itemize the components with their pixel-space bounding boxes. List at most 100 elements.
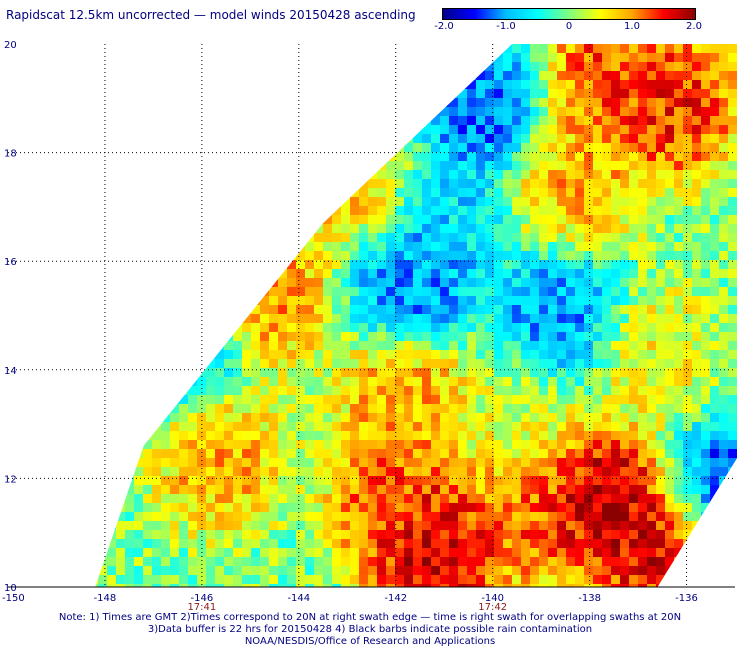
heatmap-cell <box>476 476 485 485</box>
heatmap-cell <box>134 143 143 152</box>
heatmap-cell <box>305 314 314 323</box>
heatmap-cell <box>17 521 26 530</box>
heatmap-cell <box>305 395 314 404</box>
heatmap-cell <box>692 485 701 494</box>
heatmap-cell <box>98 530 107 539</box>
heatmap-cell <box>314 314 323 323</box>
heatmap-cell <box>80 242 89 251</box>
heatmap-cell <box>611 539 620 548</box>
heatmap-cell <box>683 476 692 485</box>
heatmap-cell <box>503 323 512 332</box>
heatmap-cell <box>314 197 323 206</box>
heatmap-cell <box>242 539 251 548</box>
heatmap-cell <box>278 512 287 521</box>
heatmap-cell <box>404 566 413 575</box>
heatmap-cell <box>665 260 674 269</box>
heatmap-cell <box>95 449 98 458</box>
heatmap-cell <box>566 584 575 587</box>
heatmap-cell <box>404 152 413 161</box>
heatmap-cell <box>377 341 386 350</box>
heatmap-cell <box>224 431 233 440</box>
heatmap-cell <box>170 485 179 494</box>
heatmap-cell <box>107 125 116 134</box>
heatmap-cell <box>143 242 152 251</box>
heatmap-cell <box>404 287 413 296</box>
heatmap-cell <box>116 98 125 107</box>
heatmap-cell <box>728 368 737 377</box>
heatmap-cell <box>260 116 269 125</box>
heatmap-cell <box>134 80 143 89</box>
heatmap-cell <box>485 296 494 305</box>
heatmap-cell <box>647 431 656 440</box>
heatmap-cell <box>719 170 728 179</box>
heatmap-cell <box>449 152 458 161</box>
heatmap-cell <box>701 431 710 440</box>
heatmap-cell <box>566 467 575 476</box>
heatmap-cell <box>80 431 89 440</box>
heatmap-cell <box>224 341 233 350</box>
heatmap-cell <box>728 251 737 260</box>
heatmap-cell <box>125 314 134 323</box>
heatmap-cell <box>53 71 62 80</box>
heatmap-cell <box>701 440 710 449</box>
heatmap-cell <box>350 377 359 386</box>
heatmap-cell <box>476 458 485 467</box>
heatmap-cell <box>134 431 143 440</box>
heatmap-cell <box>251 584 260 587</box>
heatmap-cell <box>314 557 323 566</box>
heatmap-cell <box>350 242 359 251</box>
heatmap-cell <box>701 80 710 89</box>
heatmap-cell <box>359 584 368 587</box>
heatmap-cell <box>224 251 233 260</box>
heatmap-cell <box>422 350 431 359</box>
heatmap-cell <box>539 377 548 386</box>
note-line: 3)Data buffer is 22 hrs for 20150428 4) … <box>147 624 593 635</box>
heatmap-cell <box>161 386 170 395</box>
heatmap-cell <box>710 269 719 278</box>
heatmap-cell <box>656 107 665 116</box>
heatmap-cell <box>161 323 170 332</box>
heatmap-cell <box>458 278 467 287</box>
heatmap-cell <box>674 539 683 548</box>
heatmap-cell <box>503 215 512 224</box>
heatmap-cell <box>701 125 710 134</box>
heatmap-cell <box>602 431 611 440</box>
heatmap-cell <box>152 89 161 98</box>
heatmap-cell <box>170 62 179 71</box>
heatmap-cell <box>629 287 638 296</box>
heatmap-cell <box>692 116 701 125</box>
heatmap-cell <box>170 197 179 206</box>
heatmap-cell <box>602 584 611 587</box>
heatmap-cell <box>377 413 386 422</box>
heatmap-cell <box>143 413 152 422</box>
heatmap-cell <box>548 404 557 413</box>
heatmap-cell <box>647 530 656 539</box>
heatmap-cell <box>692 530 701 539</box>
heatmap-cell <box>8 521 17 530</box>
heatmap-cell <box>692 197 701 206</box>
heatmap-cell <box>503 485 512 494</box>
heatmap-cell <box>197 242 206 251</box>
heatmap-cell <box>53 332 62 341</box>
heatmap-cell <box>296 188 305 197</box>
heatmap-cell <box>638 422 647 431</box>
heatmap-cell <box>278 494 287 503</box>
heatmap-cell <box>701 233 710 242</box>
heatmap-cell <box>413 548 422 557</box>
heatmap-cell <box>512 548 521 557</box>
heatmap-cell <box>188 269 197 278</box>
heatmap-cell <box>593 539 602 548</box>
heatmap-cell <box>503 332 512 341</box>
heatmap-cell <box>95 530 98 539</box>
heatmap-cell <box>368 224 377 233</box>
heatmap-cell <box>206 395 215 404</box>
heatmap-cell <box>35 89 44 98</box>
heatmap-cell <box>665 206 674 215</box>
heatmap-cell <box>251 152 260 161</box>
heatmap-cell <box>8 548 17 557</box>
heatmap-cell <box>95 143 98 152</box>
heatmap-cell <box>530 494 539 503</box>
heatmap-cell <box>701 521 710 530</box>
heatmap-cell <box>629 143 638 152</box>
heatmap-cell <box>341 359 350 368</box>
